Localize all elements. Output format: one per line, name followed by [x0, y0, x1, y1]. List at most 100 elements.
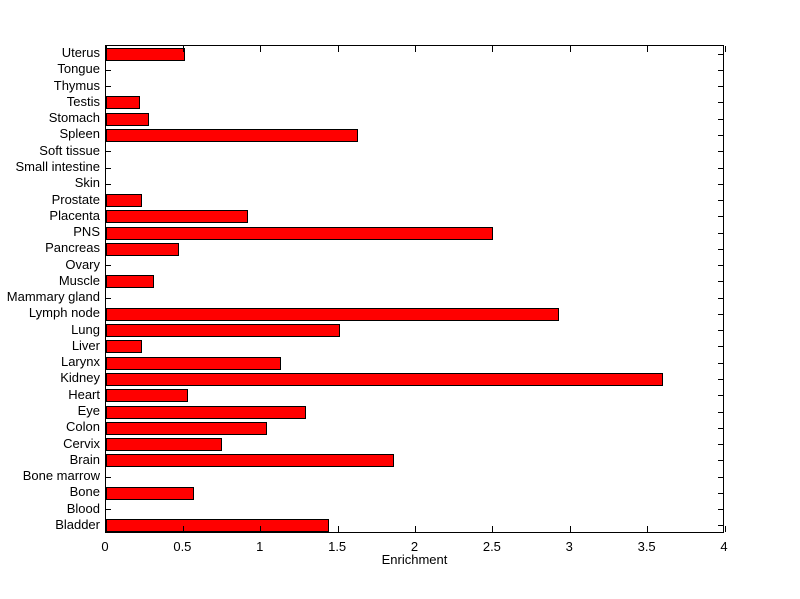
y-tick-left — [106, 151, 111, 153]
x-tick-label: 0.5 — [173, 539, 192, 554]
x-tick-bottom — [105, 526, 107, 532]
bar — [106, 438, 223, 452]
bar — [106, 226, 493, 240]
y-tick-label: Thymus — [53, 77, 100, 93]
y-tick-label: Bladder — [55, 516, 100, 532]
y-tick-right — [718, 69, 723, 71]
x-tick-bottom — [260, 526, 262, 532]
y-tick-label: Skin — [74, 175, 100, 191]
y-tick-label: Soft tissue — [39, 142, 100, 158]
x-tick-label: 2.5 — [482, 539, 501, 554]
bar — [106, 405, 306, 419]
y-tick-label: Pancreas — [45, 240, 100, 256]
y-tick-right — [718, 86, 723, 88]
bar — [106, 112, 150, 126]
y-tick-label: Spleen — [59, 126, 100, 142]
y-tick-right — [718, 281, 723, 283]
bar — [106, 389, 189, 403]
bar — [106, 519, 329, 533]
y-tick-right — [718, 509, 723, 511]
bar — [106, 421, 267, 435]
x-tick-label: 2 — [410, 539, 419, 554]
x-tick-top — [647, 46, 649, 52]
y-tick-right — [718, 313, 723, 315]
bar — [106, 194, 142, 208]
y-tick-label: Eye — [77, 403, 100, 418]
y-tick-left — [106, 265, 111, 267]
y-tick-right — [718, 330, 723, 332]
bar — [106, 356, 281, 370]
y-tick-right — [718, 525, 723, 527]
x-tick-top — [492, 46, 494, 52]
y-tick-label: Muscle — [58, 272, 100, 288]
x-tick-top — [415, 46, 416, 52]
bar — [106, 340, 142, 354]
bar — [106, 486, 195, 500]
bar — [106, 372, 664, 386]
y-tick-right — [718, 362, 723, 364]
y-tick-label: Ovary — [65, 256, 100, 272]
y-tick-label: Prostate — [51, 191, 100, 207]
y-tick-right — [718, 444, 723, 446]
y-tick-label: Cervix — [63, 435, 100, 451]
x-tick-bottom — [415, 526, 416, 532]
x-tick-bottom — [724, 526, 726, 532]
y-tick-left — [106, 476, 111, 478]
y-tick-right — [718, 378, 723, 380]
y-tick-right — [718, 476, 723, 478]
y-tick-left — [106, 69, 111, 71]
x-tick-label: 1 — [256, 539, 264, 554]
y-tick-left — [106, 86, 111, 88]
bar — [106, 210, 249, 224]
y-tick-label: Kidney — [60, 370, 100, 386]
y-tick-label: Bone — [69, 484, 100, 500]
bar — [106, 307, 560, 321]
y-tick-label: Placenta — [49, 207, 100, 223]
x-tick-label: 3 — [565, 539, 573, 554]
bar — [106, 96, 141, 110]
y-tick-right — [718, 53, 723, 55]
bar — [106, 324, 340, 338]
x-tick-top — [569, 46, 571, 52]
x-tick-label: 1.5 — [328, 539, 347, 554]
bar — [106, 128, 359, 142]
y-tick-right — [718, 395, 723, 397]
y-tick-label: PNS — [73, 224, 100, 240]
y-tick-label: Colon — [66, 419, 100, 435]
y-tick-label: Bone marrow — [22, 468, 100, 484]
x-tick-top — [337, 46, 339, 52]
x-tick-top — [724, 46, 726, 52]
y-tick-right — [718, 411, 723, 413]
y-tick-label: Uterus — [61, 45, 100, 61]
y-tick-right — [718, 167, 723, 169]
y-tick-label: Brain — [69, 451, 100, 467]
x-tick-top — [182, 46, 184, 52]
y-tick-label: Larynx — [60, 354, 100, 370]
y-tick-label: Testis — [66, 93, 100, 109]
y-tick-label: Heart — [68, 386, 100, 402]
y-tick-right — [718, 102, 723, 104]
y-tick-right — [718, 460, 723, 462]
x-tick-bottom — [337, 526, 339, 532]
y-tick-left — [106, 297, 111, 299]
y-tick-right — [718, 427, 723, 429]
y-tick-label: Small intestine — [15, 159, 100, 174]
y-tick-label: Lung — [71, 321, 100, 337]
bar — [106, 47, 185, 61]
y-tick-right — [718, 151, 723, 153]
x-tick-top — [260, 46, 262, 52]
x-tick-bottom — [647, 526, 649, 532]
y-tick-label: Liver — [71, 337, 100, 353]
y-tick-right — [718, 200, 723, 202]
y-tick-label: Blood — [66, 500, 100, 516]
x-tick-bottom — [492, 526, 494, 532]
y-tick-right — [718, 216, 723, 218]
x-tick-top — [105, 46, 107, 52]
bar — [106, 454, 394, 468]
y-tick-left — [106, 167, 111, 169]
y-tick-right — [718, 297, 723, 299]
x-tick-label: 3.5 — [637, 539, 656, 554]
bar — [106, 242, 179, 256]
y-tick-label: Stomach — [48, 110, 100, 126]
